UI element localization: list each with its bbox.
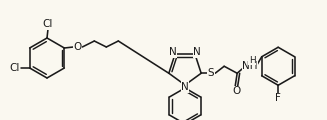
Text: N: N xyxy=(169,47,177,57)
Text: N: N xyxy=(181,82,189,92)
Text: NH: NH xyxy=(242,61,258,71)
Text: Cl: Cl xyxy=(9,63,20,73)
Text: N: N xyxy=(193,47,201,57)
Text: H: H xyxy=(249,56,255,65)
Text: F: F xyxy=(275,93,281,103)
Text: O: O xyxy=(73,42,81,52)
Text: S: S xyxy=(208,68,215,78)
Text: O: O xyxy=(232,86,240,96)
Text: Cl: Cl xyxy=(43,19,53,29)
